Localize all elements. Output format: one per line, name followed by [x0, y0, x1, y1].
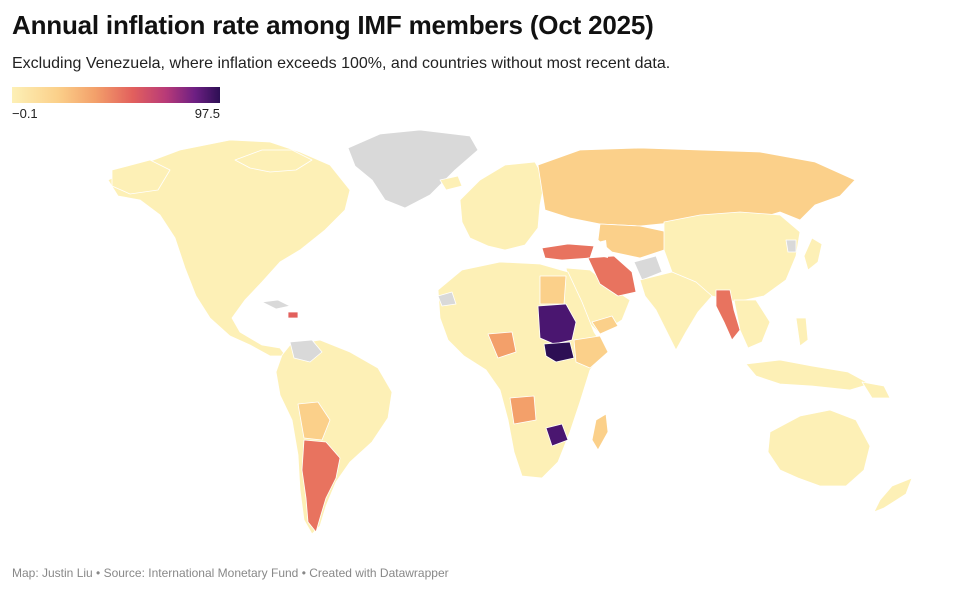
region-nigeria[interactable]	[487, 331, 517, 359]
region-new-zealand[interactable]	[873, 477, 913, 513]
region-egypt[interactable]	[539, 275, 567, 305]
legend-min-label: −0.1	[12, 106, 38, 121]
color-legend: −0.1 97.5	[12, 87, 220, 121]
region-yemen[interactable]	[591, 315, 619, 335]
region-myanmar[interactable]	[715, 289, 741, 341]
region-alaska[interactable]	[111, 159, 171, 195]
region-ethiopia[interactable]	[573, 335, 609, 369]
region-australia[interactable]	[767, 409, 871, 487]
region-bolivia[interactable]	[297, 401, 331, 441]
region-south-sudan[interactable]	[543, 341, 575, 363]
chart-title: Annual inflation rate among IMF members …	[12, 10, 654, 40]
legend-labels: −0.1 97.5	[12, 103, 220, 121]
legend-max-label: 97.5	[194, 106, 220, 121]
region-north-korea[interactable]	[785, 239, 797, 253]
region-greenland[interactable]	[347, 129, 479, 209]
legend-gradient-bar	[12, 87, 220, 103]
region-south-america[interactable]	[275, 339, 393, 535]
region-angola[interactable]	[509, 395, 537, 425]
region-sudan[interactable]	[537, 303, 577, 345]
region-western-sahara[interactable]	[437, 291, 457, 307]
region-japan[interactable]	[803, 237, 823, 271]
region-haiti[interactable]	[287, 311, 299, 319]
region-europe[interactable]	[459, 161, 546, 251]
region-afghanistan[interactable]	[633, 255, 663, 281]
region-north-america[interactable]	[107, 139, 351, 357]
region-china[interactable]	[663, 211, 801, 303]
region-central-asia[interactable]	[597, 223, 669, 259]
region-madagascar[interactable]	[591, 413, 609, 451]
region-russia[interactable]	[537, 147, 856, 227]
chart-subtitle: Excluding Venezuela, where inflation exc…	[12, 55, 671, 72]
region-southeast-asia[interactable]	[733, 299, 771, 349]
region-caribbean[interactable]	[261, 299, 291, 310]
region-zimbabwe[interactable]	[545, 423, 569, 447]
world-choropleth-map	[107, 129, 913, 535]
map-credit: Map: Justin Liu • Source: International …	[12, 566, 449, 580]
region-venezuela[interactable]	[289, 339, 323, 363]
region-argentina[interactable]	[301, 439, 341, 533]
region-papua-new-guinea[interactable]	[861, 381, 891, 399]
region-philippines[interactable]	[795, 317, 809, 347]
region-indonesia[interactable]	[745, 359, 871, 391]
region-arctic-islands[interactable]	[234, 149, 313, 173]
region-caspian-sea	[598, 240, 608, 258]
region-iran[interactable]	[587, 255, 637, 297]
region-turkey[interactable]	[541, 243, 595, 261]
region-iceland[interactable]	[439, 175, 463, 191]
